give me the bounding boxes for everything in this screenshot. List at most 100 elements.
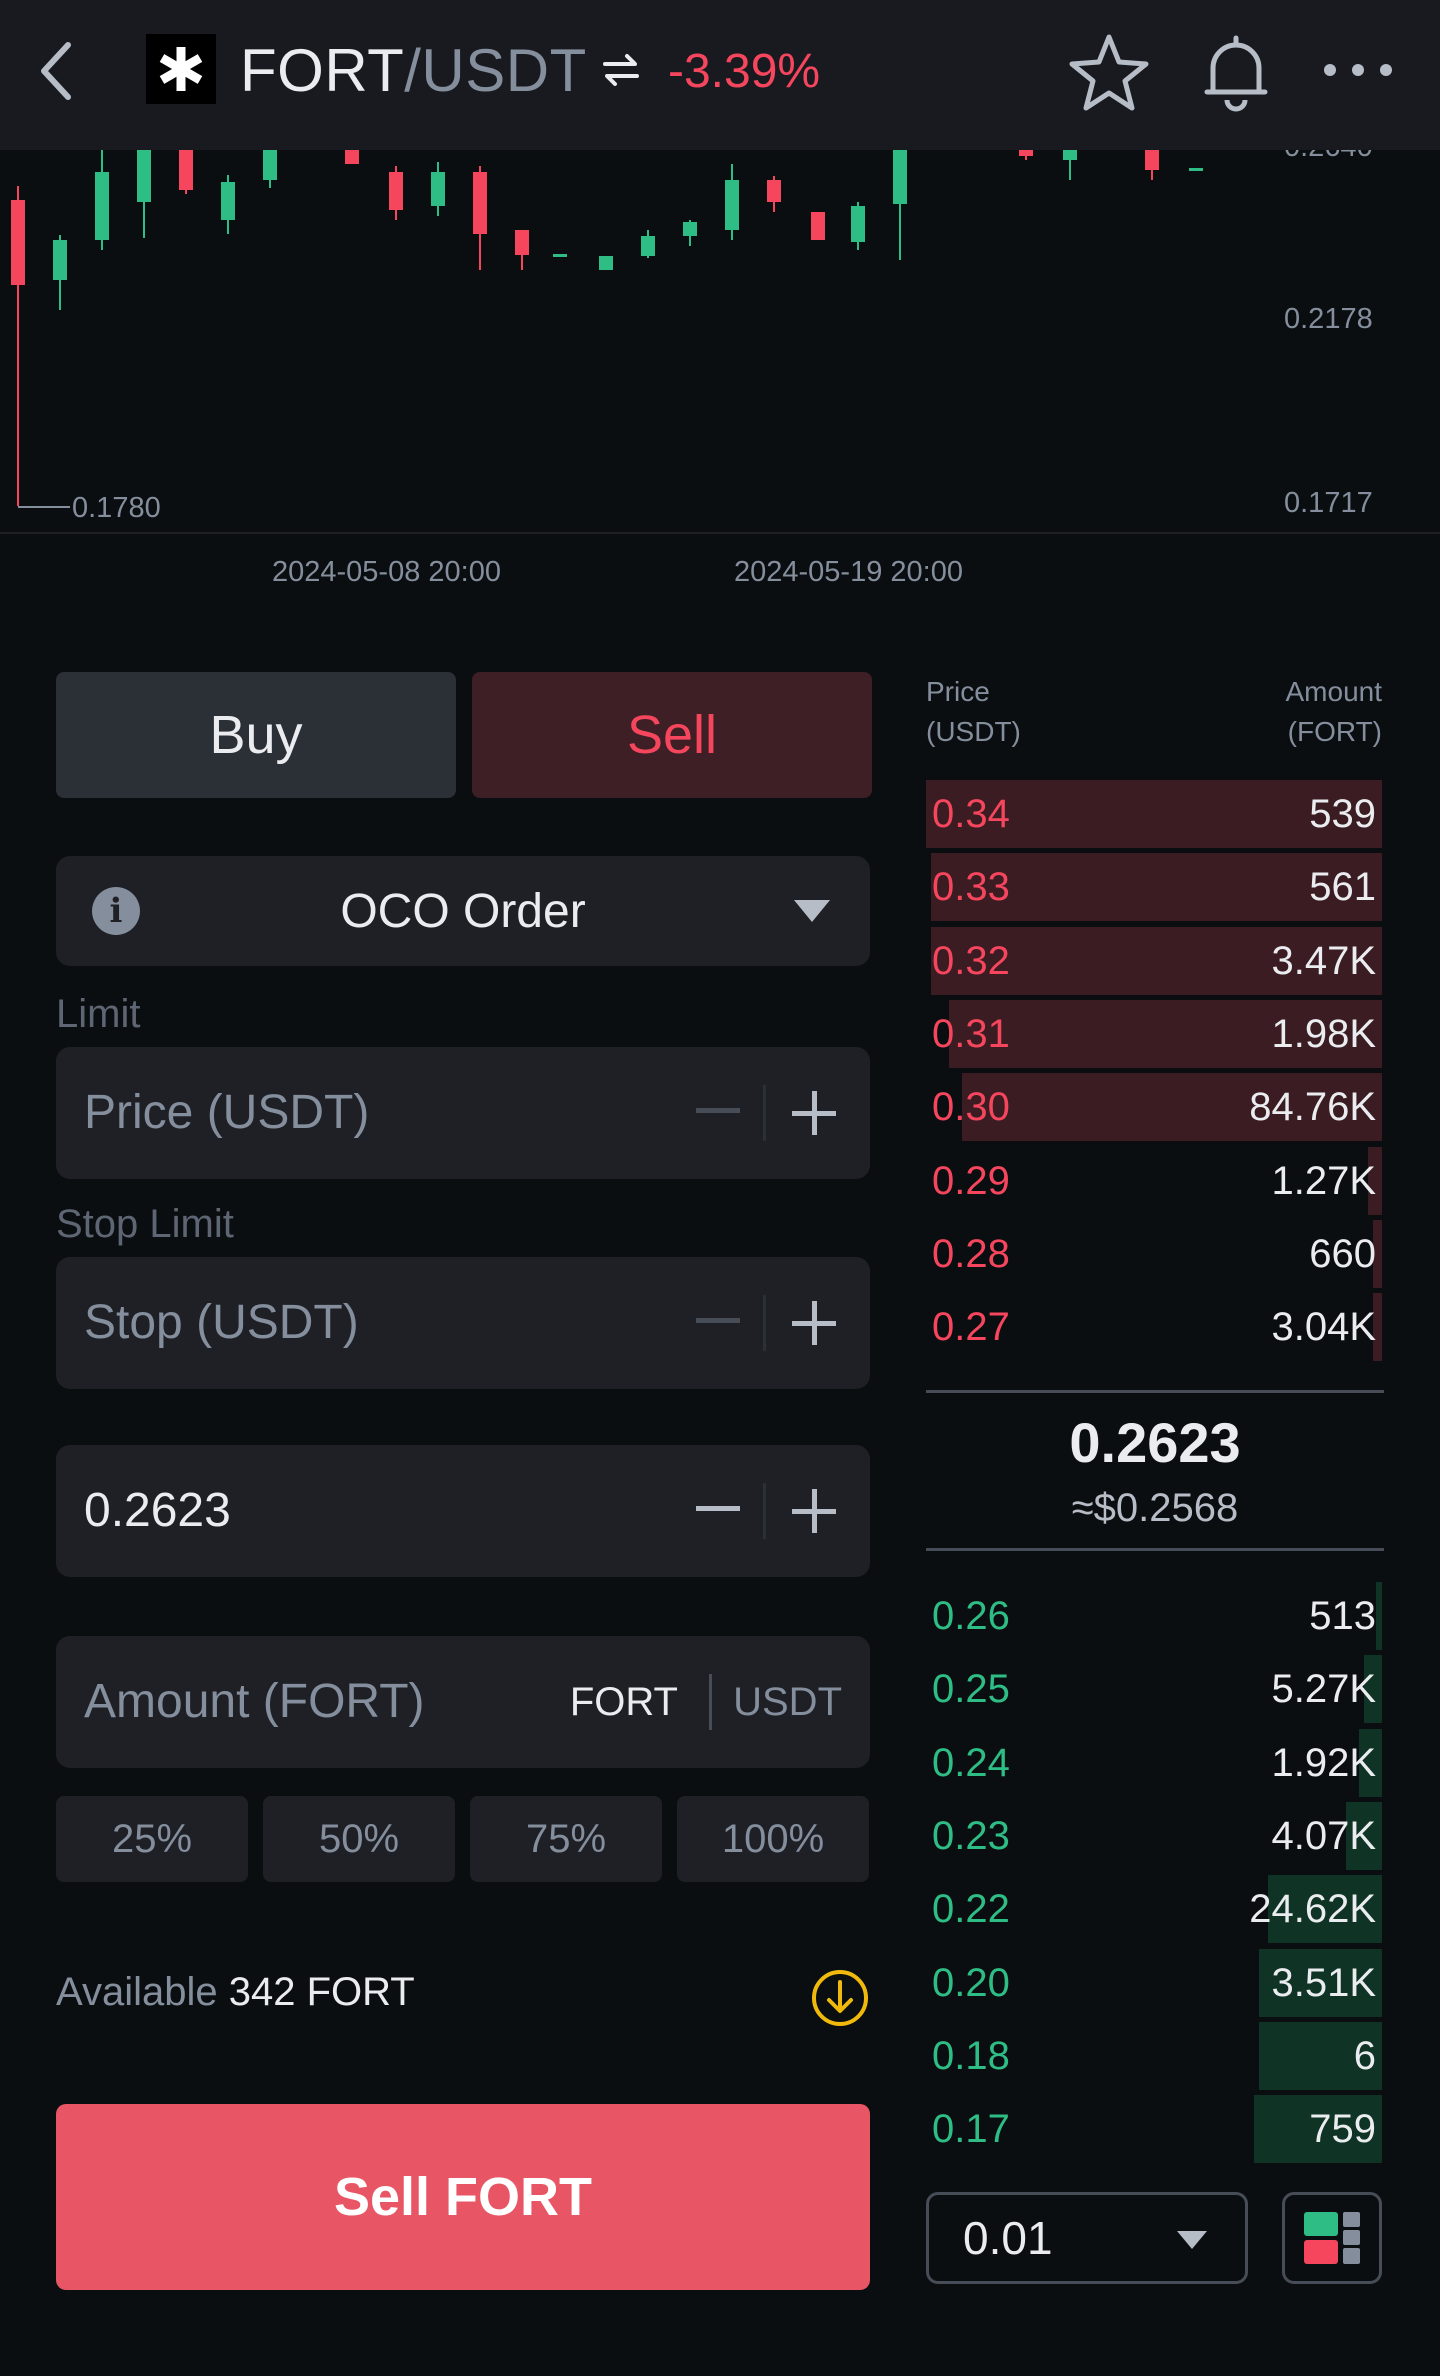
candle-body (431, 172, 445, 206)
bid-price: 0.22 (932, 1887, 1010, 1932)
y-axis-label-top: 0.2640 (1284, 150, 1373, 163)
order-type-select[interactable]: i OCO Order (56, 856, 870, 966)
candle-body (767, 180, 781, 202)
candlestick-chart[interactable]: 0.2640 0.2178 0.1717 0.1780 (0, 150, 1440, 535)
bid-row[interactable]: 0.23 4.07K (926, 1801, 1382, 1870)
price-header-unit: (USDT) (926, 716, 1021, 747)
precision-value: 0.01 (963, 2212, 1053, 2264)
amount-placeholder: Amount (FORT) (84, 1675, 425, 1728)
price-input[interactable]: Price (USDT) (56, 1047, 870, 1179)
bid-row[interactable]: 0.17 759 (926, 2095, 1382, 2164)
orderbook-layout-icon[interactable] (1282, 2192, 1382, 2284)
ask-row[interactable]: 0.27 3.04K (926, 1293, 1382, 1362)
candle-body (683, 222, 697, 236)
ask-row[interactable]: 0.30 84.76K (926, 1073, 1382, 1142)
bid-row[interactable]: 0.22 24.62K (926, 1875, 1382, 1944)
candle-body (11, 200, 25, 285)
ask-row[interactable]: 0.33 561 (926, 853, 1382, 922)
percent-50-button[interactable]: 50% (263, 1796, 455, 1882)
candle-body (473, 172, 487, 234)
precision-select[interactable]: 0.01 (926, 2192, 1248, 2284)
low-price-marker: 0.1780 (72, 492, 161, 524)
bid-amount: 759 (1309, 2107, 1376, 2152)
bid-row[interactable]: 0.24 1.92K (926, 1728, 1382, 1797)
available-value: 342 FORT (228, 1970, 415, 2014)
limit-plus-icon[interactable] (792, 1489, 836, 1533)
unit-fort-toggle[interactable]: FORT (569, 1680, 678, 1724)
top-bar (0, 0, 1440, 150)
ask-row[interactable]: 0.31 1.98K (926, 999, 1382, 1068)
price-header-label: Price (926, 676, 990, 707)
candle-body (179, 150, 193, 190)
depth-bar (948, 999, 1382, 1068)
ask-price: 0.27 (932, 1305, 1010, 1350)
ask-amount: 1.98K (1271, 1011, 1376, 1056)
more-icon[interactable] (1318, 40, 1398, 100)
bid-amount: 1.92K (1271, 1740, 1376, 1785)
bid-row[interactable]: 0.20 3.51K (926, 1948, 1382, 2017)
bid-amount: 5.27K (1271, 1667, 1376, 1712)
percent-25-button[interactable]: 25% (56, 1796, 248, 1882)
caret-down-icon (794, 900, 830, 922)
price-minus-icon[interactable] (696, 1108, 740, 1113)
limit-price-value: 0.2623 (84, 1484, 231, 1537)
ask-price: 0.34 (932, 792, 1010, 836)
bell-icon[interactable] (1196, 30, 1276, 116)
ask-row[interactable]: 0.28 660 (926, 1219, 1382, 1288)
percent-100-button[interactable]: 100% (677, 1796, 869, 1882)
candle-body (725, 180, 739, 230)
sell-submit-button[interactable]: Sell FORT (56, 2104, 870, 2290)
depth-bar (1368, 1146, 1382, 1215)
stop-minus-icon[interactable] (696, 1318, 740, 1323)
candle-body (345, 150, 359, 164)
candle-body (95, 172, 109, 240)
limit-price-input[interactable]: 0.2623 (56, 1445, 870, 1577)
ask-amount: 561 (1309, 865, 1376, 910)
depth-bar (1258, 1948, 1382, 2017)
ask-amount: 3.47K (1271, 938, 1376, 983)
price-change-badge: -3.39% (668, 45, 821, 98)
candle-body (599, 256, 613, 270)
orderbook-amount-header: Amount (FORT) (1180, 672, 1383, 752)
bid-row[interactable]: 0.26 513 (926, 1582, 1382, 1650)
ask-row[interactable]: 0.32 3.47K (926, 926, 1382, 995)
back-icon[interactable] (26, 36, 86, 106)
stop-plus-icon[interactable] (792, 1301, 836, 1345)
buy-tab[interactable]: Buy (56, 672, 456, 798)
trading-pair-title[interactable]: FORT/USDT (240, 30, 587, 110)
last-price[interactable]: 0.2623 (1069, 1411, 1241, 1474)
unit-usdt-toggle[interactable]: USDT (733, 1680, 842, 1724)
ask-row[interactable]: 0.34 539 (926, 780, 1382, 848)
transfer-in-icon[interactable] (808, 1966, 872, 2030)
ask-amount: 84.76K (1249, 1085, 1376, 1130)
candle-body (263, 150, 277, 180)
bid-row[interactable]: 0.25 5.27K (926, 1655, 1382, 1724)
star-icon[interactable] (1066, 30, 1152, 116)
candles (11, 150, 1203, 506)
amount-input[interactable]: Amount (FORT) FORT USDT (56, 1636, 870, 1768)
candle-body (1189, 168, 1203, 171)
swap-icon[interactable] (598, 42, 644, 98)
ask-amount: 1.27K (1271, 1158, 1376, 1203)
limit-minus-icon[interactable] (696, 1506, 740, 1511)
candle-body (641, 236, 655, 256)
stop-input[interactable]: Stop (USDT) (56, 1257, 870, 1389)
candle-body (137, 150, 151, 202)
ask-row[interactable]: 0.29 1.27K (926, 1146, 1382, 1215)
candle-body (1145, 150, 1159, 170)
depth-bar (930, 853, 1382, 922)
bid-row[interactable]: 0.18 6 (926, 2021, 1382, 2090)
depth-bar (962, 1073, 1382, 1142)
divider (709, 1674, 712, 1730)
available-balance: Available 342 FORT (56, 1970, 415, 2015)
price-plus-icon[interactable] (792, 1091, 836, 1135)
percent-75-button[interactable]: 75% (470, 1796, 662, 1882)
pair-quote: /USDT (404, 36, 587, 104)
x-axis-date-1: 2024-05-08 20:00 (272, 556, 501, 588)
amount-header-label: Amount (1285, 676, 1383, 707)
info-icon[interactable]: i (92, 887, 140, 935)
x-axis: 2024-05-08 20:00 2024-05-19 20:00 (272, 556, 963, 588)
sell-tab[interactable]: Sell (472, 672, 872, 798)
depth-bar (1359, 1728, 1382, 1797)
depth-bar (926, 780, 1382, 848)
